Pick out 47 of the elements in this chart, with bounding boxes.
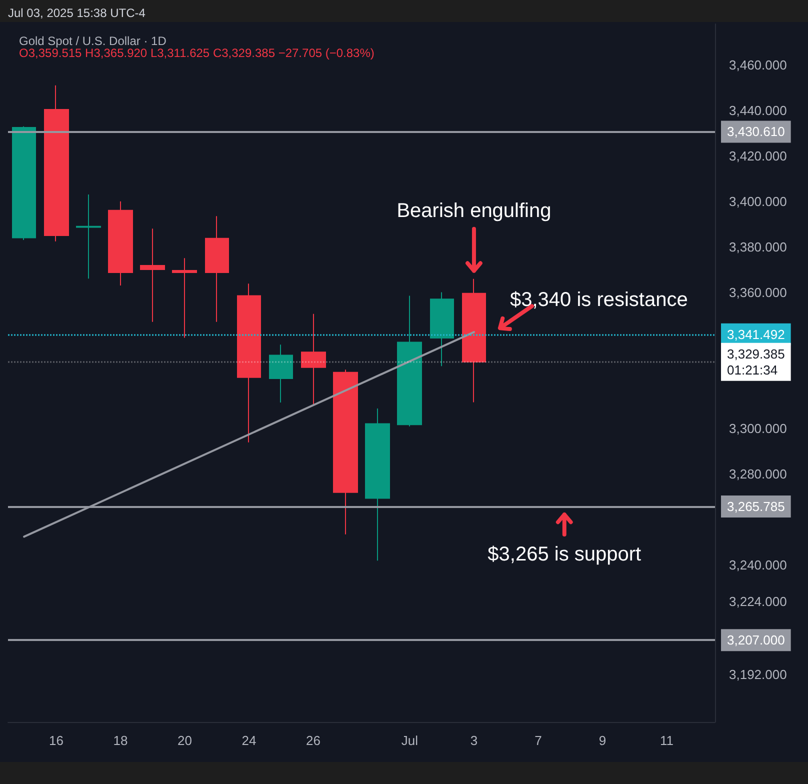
ref-line-label: 3,430.610 [727,124,785,140]
x-tick-label: 20 [178,733,192,748]
x-tick-label: 26 [306,733,321,748]
ref-line-label: 3,207.000 [727,632,785,648]
candlestick [76,194,101,280]
y-tick-label: 3,420.000 [729,148,787,164]
y-tick-label: 3,460.000 [729,57,787,72]
candlestick [140,228,165,322]
x-tick-label: Jul [401,733,418,748]
x-tick-label: 18 [113,733,128,748]
candlestick [12,126,36,240]
ref-line-label: 3,265.785 [727,499,785,514]
candlestick [462,278,486,403]
y-tick-label: 3,360.000 [729,284,787,300]
y-tick-label: 3,380.000 [729,239,787,254]
candlestick [430,292,454,367]
x-tick-label: 16 [48,733,64,748]
y-tick-label: 3,240.000 [729,558,787,573]
x-tick-label: 7 [534,733,542,748]
y-tick-label: 3,400.000 [729,194,787,209]
ref-line-label: 3,341.492 [727,326,785,342]
y-tick-label: 3,280.000 [729,466,787,482]
candlestick [397,295,422,427]
candlestick [205,216,229,322]
ref-line-label: 3,329.385 01:21:34 [727,346,785,378]
text: Jul 03, 2025 15:38 UTC-4 [8,5,146,22]
x-tick-label: 11 [660,733,674,748]
y-tick-label: 3,224.000 [729,594,787,609]
candlestick [44,84,69,242]
candlestick [108,200,133,286]
x-tick-label: 24 [242,733,256,748]
candlestick [237,283,261,443]
annotation: Bearish engulfing [396,200,552,222]
x-tick-label: 3 [470,733,478,748]
y-tick-label: 3,300.000 [729,421,787,436]
text: O3,359.515 H3,365.920 L3,311.625 C3,329.385 −27.705 (−0.83%) [19,46,374,60]
y-tick-label: 3,440.000 [729,102,787,118]
candlestick [269,344,293,404]
candlestick [365,408,390,562]
annotation: $3,340 is resistance [510,289,688,312]
candlestick [301,313,326,406]
x-tick-label: 9 [598,733,606,748]
candlestick [333,369,358,535]
candlestick [172,258,197,338]
y-tick-label: 3,192.000 [729,666,787,682]
annotation: $3,265 is support [488,543,642,566]
text: Gold Spot / U.S. Dollar · 1D [19,34,167,48]
